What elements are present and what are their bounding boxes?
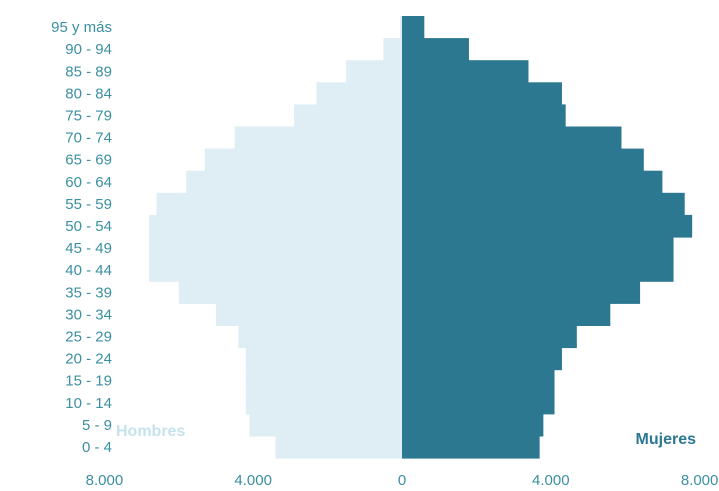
x-tick-label: 4.000	[532, 472, 570, 489]
x-tick-label: 8.000	[86, 472, 124, 489]
bar-hombres-50-54	[149, 214, 402, 238]
bar-hombres-40-44	[149, 259, 402, 282]
bar-mujeres-15-19	[402, 369, 555, 393]
bar-hombres-55-59	[156, 192, 402, 216]
bar-mujeres-35-39	[402, 281, 641, 304]
category-label: 95 y más	[51, 19, 112, 36]
bar-mujeres-95ymás	[402, 16, 425, 39]
series-label-mujeres: Mujeres	[636, 431, 697, 448]
bar-hombres-20-24	[245, 347, 402, 371]
bar-mujeres-25-29	[402, 325, 577, 349]
category-label: 70 - 74	[65, 130, 112, 147]
bar-hombres-80-84	[316, 82, 402, 105]
series-mujeres	[402, 16, 693, 459]
category-label: 90 - 94	[65, 41, 112, 58]
category-label: 20 - 24	[65, 351, 112, 368]
category-label: 25 - 29	[65, 328, 112, 345]
category-label: 85 - 89	[65, 63, 112, 80]
category-label: 55 - 59	[65, 196, 112, 213]
bar-mujeres-90-94	[402, 38, 469, 61]
bar-hombres-35-39	[178, 281, 402, 304]
bar-mujeres-85-89	[402, 60, 529, 83]
bar-hombres-75-79	[294, 104, 402, 128]
bar-hombres-70-74	[234, 126, 402, 150]
bar-hombres-85-89	[346, 60, 402, 83]
bar-hombres-5-9	[249, 413, 402, 437]
bar-hombres-10-14	[245, 391, 402, 415]
y-axis-category-labels: 0 - 4 5 - 9 10 - 14 15 - 19 20 - 24 25 - 29 30…	[51, 19, 112, 456]
bar-mujeres-75-79	[402, 104, 566, 128]
x-axis-tick-labels: 8.000 4.000 0 4.000 8.000	[86, 472, 719, 489]
category-label: 35 - 39	[65, 284, 112, 301]
bar-mujeres-40-44	[402, 259, 674, 282]
bar-hombres-65-69	[204, 148, 402, 172]
bar-mujeres-80-84	[402, 82, 562, 105]
bar-hombres-30-34	[216, 303, 402, 326]
category-label: 75 - 79	[65, 107, 112, 124]
category-label: 45 - 49	[65, 240, 112, 257]
category-label: 40 - 44	[65, 262, 112, 279]
bar-mujeres-70-74	[402, 126, 622, 150]
category-label: 10 - 14	[65, 395, 112, 412]
category-label: 5 - 9	[82, 417, 112, 434]
bar-hombres-60-64	[186, 170, 402, 194]
bar-hombres-45-49	[149, 237, 402, 260]
category-label: 50 - 54	[65, 218, 112, 235]
category-label: 65 - 69	[65, 152, 112, 169]
bar-mujeres-65-69	[402, 148, 644, 172]
bar-hombres-95ymás	[400, 16, 402, 39]
x-tick-label: 8.000	[681, 472, 719, 489]
bar-hombres-0-4	[275, 435, 402, 459]
series-hombres	[149, 16, 402, 459]
bar-mujeres-50-54	[402, 214, 693, 238]
bar-mujeres-45-49	[402, 237, 674, 260]
bar-hombres-15-19	[245, 369, 402, 393]
category-label: 60 - 64	[65, 174, 112, 191]
x-tick-label: 4.000	[234, 472, 272, 489]
category-label: 15 - 19	[65, 373, 112, 390]
series-label-hombres: Hombres	[116, 423, 185, 440]
category-label: 80 - 84	[65, 85, 112, 102]
bar-mujeres-55-59	[402, 192, 685, 216]
bar-mujeres-10-14	[402, 391, 555, 415]
bar-mujeres-20-24	[402, 347, 562, 371]
x-tick-label: 0	[398, 472, 406, 489]
bar-mujeres-5-9	[402, 413, 544, 437]
bar-mujeres-0-4	[402, 435, 540, 459]
bar-mujeres-60-64	[402, 170, 663, 194]
category-label: 30 - 34	[65, 306, 112, 323]
category-label: 0 - 4	[82, 439, 112, 456]
bar-mujeres-30-34	[402, 303, 611, 326]
bar-hombres-25-29	[238, 325, 402, 349]
bar-hombres-90-94	[383, 38, 402, 61]
